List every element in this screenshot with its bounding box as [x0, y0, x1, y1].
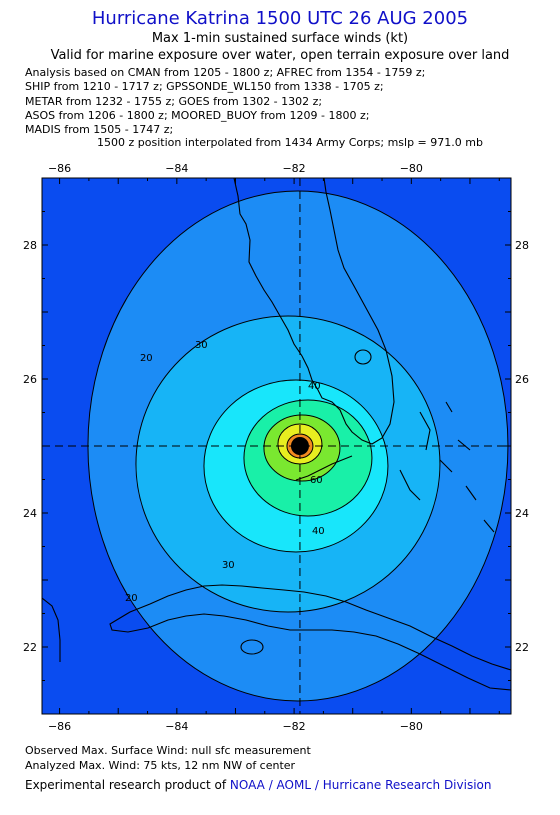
y-tick-label-right: 22	[515, 641, 529, 654]
observed-max-wind: Observed Max. Surface Wind: null sfc mea…	[25, 744, 311, 757]
credit-prefix: Experimental research product of	[25, 778, 230, 792]
x-tick-label-top: −84	[165, 162, 188, 175]
x-tick-label-top: −82	[282, 162, 305, 175]
y-tick-label-left: 26	[23, 373, 37, 386]
contour-label: 20	[140, 353, 153, 364]
y-tick-label-right: 24	[515, 507, 529, 520]
hrd-link[interactable]: NOAA / AOML / Hurricane Research Divisio…	[230, 778, 492, 792]
contour-label: 60	[310, 475, 323, 486]
credit-line: Experimental research product of NOAA / …	[25, 778, 491, 792]
y-tick-label-right: 26	[515, 373, 529, 386]
contour-label: 20	[125, 593, 138, 604]
y-tick-label-right: 28	[515, 239, 529, 252]
contour-label: 30	[222, 560, 235, 571]
y-tick-label-left: 22	[23, 641, 37, 654]
contour-label: 40	[312, 526, 325, 537]
analyzed-max-wind: Analyzed Max. Wind: 75 kts, 12 nm NW of …	[25, 759, 295, 772]
contour-label: 30	[195, 340, 208, 351]
x-tick-label-top: −80	[400, 162, 423, 175]
x-tick-label-bottom: −84	[165, 720, 188, 733]
x-tick-label-bottom: −82	[282, 720, 305, 733]
x-tick-label-bottom: −80	[400, 720, 423, 733]
x-tick-label-top: −86	[48, 162, 71, 175]
x-tick-label-bottom: −86	[48, 720, 71, 733]
y-tick-label-left: 28	[23, 239, 37, 252]
y-tick-label-left: 24	[23, 507, 37, 520]
